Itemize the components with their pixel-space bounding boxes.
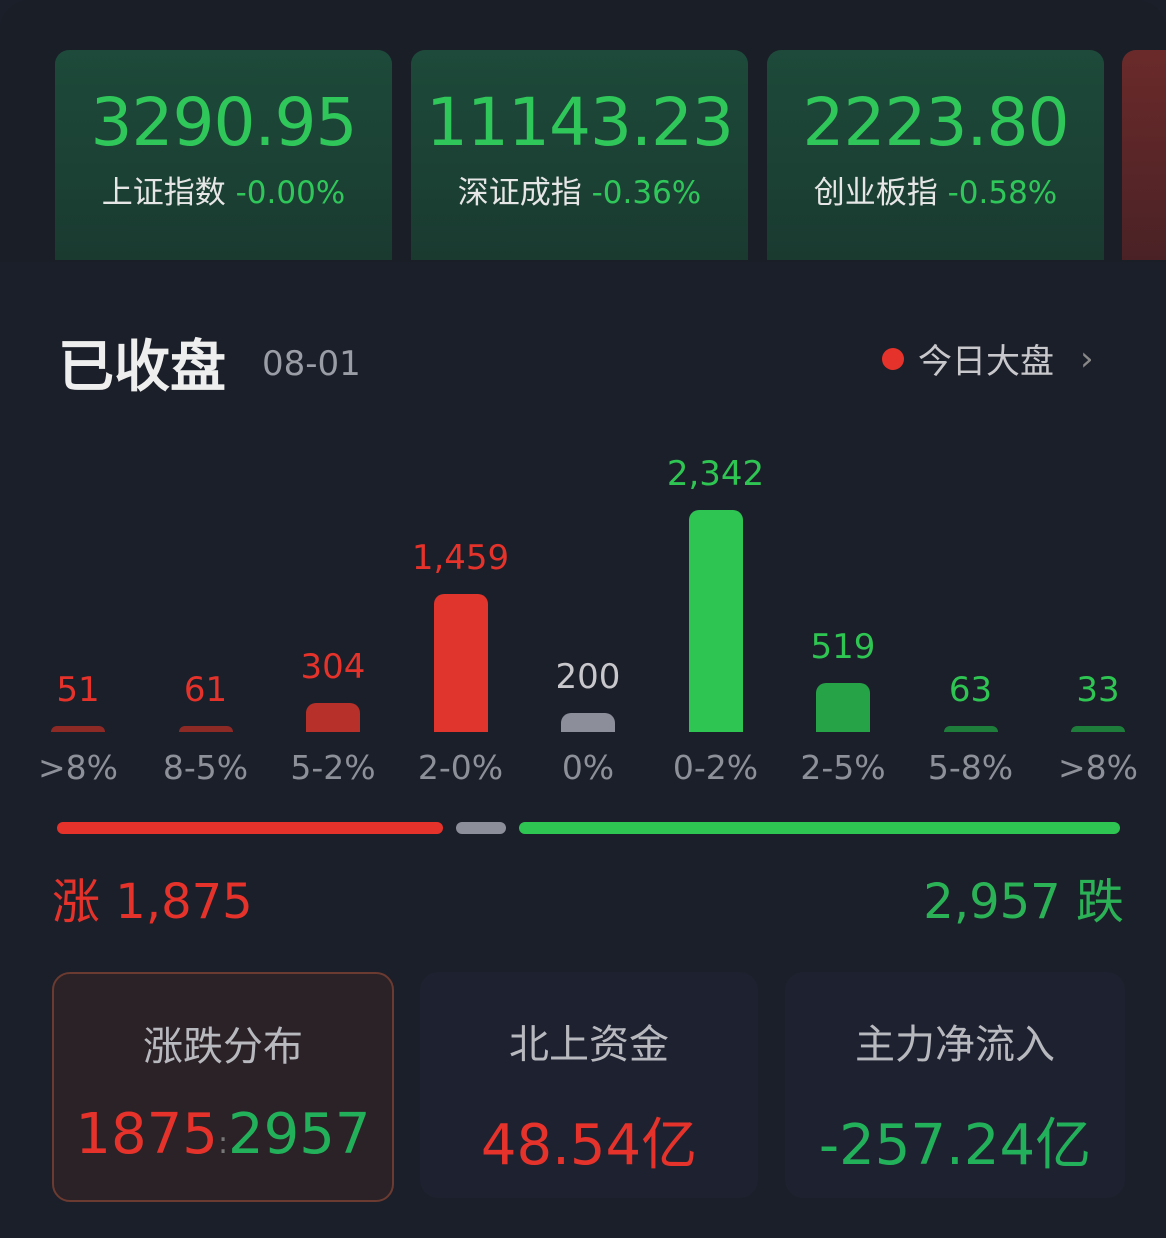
down-value: 2957 [228, 1102, 371, 1167]
chevron-right-icon: › [1080, 338, 1094, 379]
separator: : [217, 1126, 229, 1161]
index-change: -0.36% [591, 175, 702, 211]
index-card-partial[interactable] [1122, 50, 1166, 260]
card-title: 涨跌分布 [143, 1024, 303, 1070]
category-label: 2-5% [800, 748, 886, 787]
bar-5 [688, 510, 743, 732]
category-label: 2-0% [417, 748, 504, 787]
market-status-title: 已收盘 [58, 335, 226, 400]
index-name: 创业板指 [813, 175, 938, 211]
down-count: 2,957 跌 [923, 874, 1124, 930]
bar-8 [1071, 726, 1125, 732]
bar-6 [816, 682, 870, 732]
category-label: >8% [1057, 748, 1138, 787]
up-segment [57, 822, 444, 834]
bar-3 [433, 593, 488, 732]
category-label: 5-2% [290, 748, 376, 787]
bar-value-label: 2,342 [666, 454, 765, 494]
category-label: 0-2% [672, 748, 759, 787]
card-value: -257.24亿 [818, 1113, 1092, 1178]
index-value: 3290.95 [90, 84, 358, 161]
category-label: 0% [561, 748, 615, 787]
down-segment [519, 822, 1120, 834]
index-card-cyb[interactable]: 2223.80 创业板指 -0.58% [767, 50, 1104, 260]
live-dot-icon [882, 347, 904, 370]
bar-4 [561, 713, 615, 732]
up-count: 涨 1,875 [52, 874, 253, 930]
bar-value-label: 519 [810, 626, 876, 667]
bar-1 [178, 726, 233, 732]
category-label: 8-5% [162, 748, 249, 787]
bar-7 [943, 726, 998, 732]
bar-value-label: 33 [1076, 670, 1120, 710]
category-label: >8% [37, 748, 118, 787]
index-card-sh[interactable]: 3290.95 上证指数 -0.00% [55, 50, 392, 260]
index-change: -0.00% [235, 175, 346, 211]
bar-2 [306, 703, 360, 732]
card-title: 主力净流入 [855, 1022, 1055, 1068]
index-value: 11143.23 [426, 84, 734, 161]
flat-segment [456, 822, 507, 834]
today-market-label: 今日大盘 [918, 342, 1054, 382]
index-name: 深证成指 [457, 175, 582, 211]
market-date: 08-01 [262, 344, 361, 384]
card-title: 北上资金 [509, 1022, 669, 1068]
index-value: 2223.80 [802, 84, 1070, 161]
card-main-net-inflow[interactable]: 主力净流入 -257.24亿 [785, 972, 1125, 1198]
bar-value-label: 304 [300, 647, 366, 688]
today-market-link[interactable]: 今日大盘 › [882, 334, 1094, 383]
bar-value-label: 61 [183, 670, 228, 710]
card-up-down-distribution[interactable]: 涨跌分布 1875:2957 [52, 972, 394, 1202]
card-northbound-funds[interactable]: 北上资金 48.54亿 [420, 972, 758, 1198]
up-value: 1875 [75, 1102, 218, 1167]
card-value: 48.54亿 [480, 1113, 698, 1178]
index-name: 上证指数 [101, 175, 226, 211]
bar-value-label: 51 [56, 670, 100, 710]
bar-value-label: 63 [948, 670, 993, 710]
bar-value-label: 1,459 [411, 537, 510, 578]
bar-0 [51, 726, 105, 732]
bar-value-label: 200 [555, 657, 621, 698]
index-change: -0.58% [947, 175, 1058, 211]
index-card-sz[interactable]: 11143.23 深证成指 -0.36% [411, 50, 748, 260]
category-label: 5-8% [927, 748, 1014, 787]
